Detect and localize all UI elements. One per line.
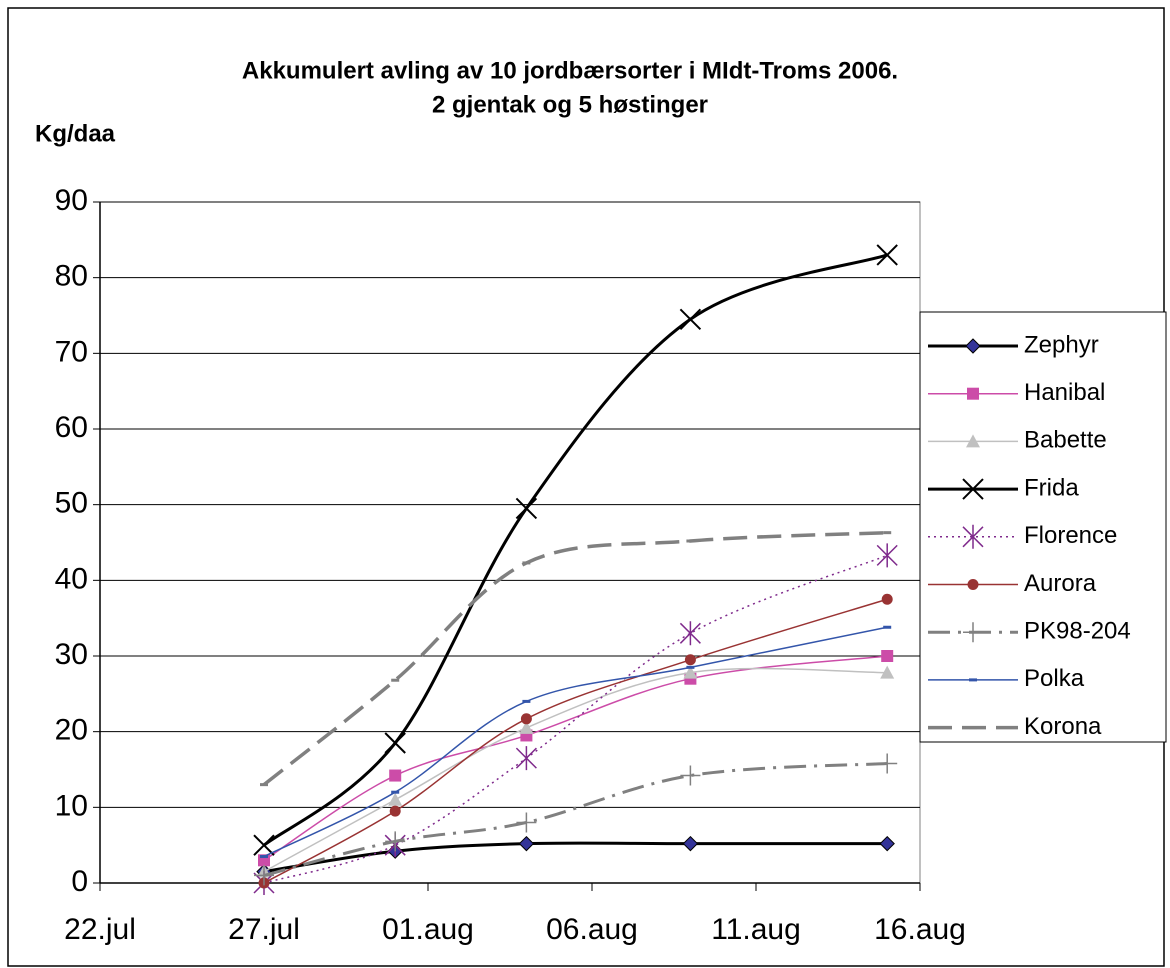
marker: [260, 855, 268, 859]
marker: [877, 753, 898, 774]
marker: [969, 726, 977, 730]
series-line: [263, 667, 888, 873]
legend-label: Babette: [1024, 427, 1107, 454]
marker: [883, 625, 892, 629]
marker: [682, 835, 699, 852]
marker: [389, 805, 401, 817]
marker: [883, 531, 892, 535]
legend-label: Korona: [1024, 713, 1102, 740]
x-tick-label: 11.aug: [711, 913, 801, 946]
marker: [515, 746, 537, 771]
marker: [515, 497, 538, 520]
y-tick-label: 90: [55, 184, 88, 217]
marker: [385, 831, 406, 852]
marker: [253, 834, 275, 856]
marker: [966, 434, 980, 448]
marker: [384, 732, 406, 754]
y-tick-label: 0: [71, 865, 88, 898]
marker: [388, 792, 403, 806]
legend-label: Polka: [1024, 665, 1085, 692]
marker: [680, 765, 701, 786]
marker: [391, 790, 400, 794]
legend-label: Zephyr: [1024, 331, 1099, 358]
plot-area: [99, 201, 921, 884]
x-tick-label: 06.aug: [546, 913, 638, 946]
marker: [260, 783, 268, 787]
legend-label: PK98-204: [1024, 618, 1131, 645]
marker: [683, 665, 698, 679]
marker: [522, 561, 531, 565]
marker: [962, 524, 984, 549]
marker: [969, 678, 977, 682]
series-line: [263, 761, 888, 877]
marker: [965, 338, 981, 354]
y-tick-label: 80: [55, 260, 88, 293]
marker: [518, 835, 535, 852]
y-axis-label: Kg/daa: [35, 120, 116, 147]
marker: [254, 865, 274, 886]
marker: [963, 622, 983, 643]
legend: [919, 311, 1167, 743]
marker: [520, 713, 532, 725]
marker: [962, 478, 984, 500]
marker: [679, 621, 701, 646]
marker: [686, 539, 695, 543]
x-tick-label: 27.jul: [228, 913, 300, 946]
y-tick-label: 20: [55, 714, 88, 747]
y-tick-label: 40: [55, 562, 88, 595]
marker: [880, 665, 895, 679]
y-tick-label: 60: [55, 411, 88, 444]
marker: [519, 720, 534, 734]
marker: [679, 308, 702, 330]
y-tick-label: 30: [55, 638, 88, 671]
marker: [879, 835, 895, 852]
legend-label: Hanibal: [1024, 379, 1105, 406]
marker: [967, 387, 979, 400]
x-tick-label: 16.aug: [874, 913, 966, 946]
marker: [686, 665, 695, 669]
marker: [516, 812, 537, 833]
series-line: [263, 626, 888, 858]
marker: [391, 678, 400, 682]
marker: [967, 579, 979, 590]
y-tick-label: 10: [55, 789, 88, 822]
marker: [881, 593, 893, 605]
series-line: [263, 655, 888, 861]
marker: [522, 699, 531, 703]
marker: [876, 244, 898, 266]
series-line: [263, 554, 888, 884]
chart-subtitle: 2 gjentak og 5 høstinger: [432, 91, 708, 118]
legend-label: Aurora: [1024, 570, 1097, 597]
marker: [876, 543, 898, 568]
y-tick-label: 50: [55, 487, 88, 520]
marker: [389, 769, 402, 782]
marker: [881, 650, 894, 662]
series-line: [263, 598, 888, 884]
x-tick-label: 01.aug: [382, 913, 474, 946]
marker: [684, 654, 696, 666]
x-tick-label: 22.jul: [64, 913, 136, 946]
legend-label: Florence: [1024, 522, 1117, 549]
chart-title: Akkumulert avling av 10 jordbærsorter i …: [242, 57, 898, 84]
series-line: [263, 841, 888, 874]
y-tick-label: 70: [55, 335, 88, 368]
legend-label: Frida: [1024, 474, 1079, 501]
